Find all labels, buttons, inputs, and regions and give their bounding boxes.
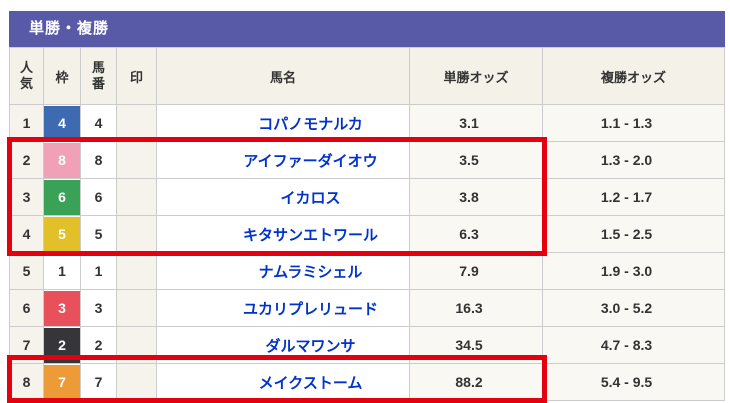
place-odds-cell: 5.4 - 9.5 [542, 363, 725, 401]
table-row: 5 1 1 ナムラミシェル 7.9 1.9 - 3.0 [9, 252, 725, 290]
frame-number-badge: 3 [44, 290, 80, 326]
horse-name-link[interactable]: キタサンエトワール [242, 226, 378, 244]
place-odds-cell: 3.0 - 5.2 [542, 289, 725, 327]
horse-name-cell: ユカリプレリュード [156, 289, 410, 327]
rank-cell: 5 [9, 252, 44, 290]
frame-number-badge: 2 [44, 327, 80, 363]
frame-number-badge: 1 [44, 253, 80, 289]
mark-cell [116, 363, 157, 401]
table-row: 2 8 8 アイファーダイオウ 3.5 1.3 - 2.0 [9, 141, 725, 179]
win-odds-cell: 7.9 [409, 252, 543, 290]
rank-cell: 6 [9, 289, 44, 327]
place-odds-cell: 4.7 - 8.3 [542, 326, 725, 364]
frame-number-badge: 7 [44, 364, 80, 400]
mark-cell [116, 104, 157, 142]
table-row: 7 2 2 ダルマワンサ 34.5 4.7 - 8.3 [9, 326, 725, 364]
horse-name-link[interactable]: ナムラミシェル [258, 263, 363, 281]
horse-name-link[interactable]: アイファーダイオウ [243, 152, 378, 170]
horse-name-cell: メイクストーム [156, 363, 410, 401]
frame-number-badge: 8 [44, 142, 80, 178]
place-odds-cell: 1.1 - 1.3 [542, 104, 725, 142]
horse-name-link[interactable]: メイクストーム [258, 374, 363, 392]
horse-name-cell: ナムラミシェル [156, 252, 410, 290]
horse-number-cell: 5 [80, 215, 117, 253]
win-odds-cell: 3.1 [409, 104, 543, 142]
column-header-horse-name: 馬名 [156, 47, 410, 105]
table-row: 1 4 4 コパノモナルカ 3.1 1.1 - 1.3 [9, 104, 725, 142]
frame-cell: 3 [43, 289, 81, 327]
column-header-place-odds: 複勝オッズ [542, 47, 725, 105]
frame-cell: 6 [43, 178, 81, 216]
place-odds-cell: 1.2 - 1.7 [542, 178, 725, 216]
frame-number-badge: 5 [44, 216, 80, 252]
table-row: 6 3 3 ユカリプレリュード 16.3 3.0 - 5.2 [9, 289, 725, 327]
column-header-rank: 人気 [9, 47, 44, 105]
frame-cell: 7 [43, 363, 81, 401]
mark-cell [116, 215, 157, 253]
mark-cell [116, 141, 157, 179]
horse-number-cell: 4 [80, 104, 117, 142]
column-header-win-odds: 単勝オッズ [409, 47, 543, 105]
frame-cell: 8 [43, 141, 81, 179]
win-odds-cell: 3.5 [409, 141, 543, 179]
place-odds-cell: 1.9 - 3.0 [542, 252, 725, 290]
horse-name-cell: ダルマワンサ [156, 326, 410, 364]
win-odds-cell: 6.3 [409, 215, 543, 253]
horse-name-cell: コパノモナルカ [156, 104, 410, 142]
mark-cell [116, 178, 157, 216]
horse-number-cell: 1 [80, 252, 117, 290]
win-odds-cell: 34.5 [409, 326, 543, 364]
frame-cell: 2 [43, 326, 81, 364]
frame-cell: 5 [43, 215, 81, 253]
horse-number-cell: 6 [80, 178, 117, 216]
frame-cell: 1 [43, 252, 81, 290]
win-odds-cell: 88.2 [409, 363, 543, 401]
win-odds-cell: 3.8 [409, 178, 543, 216]
frame-cell: 4 [43, 104, 81, 142]
horse-number-cell: 2 [80, 326, 117, 364]
win-odds-cell: 16.3 [409, 289, 543, 327]
horse-name-cell: イカロス [156, 178, 410, 216]
table-header-row: 人気 枠 馬番 印 馬名 単勝オッズ 複勝オッズ [9, 47, 725, 105]
horse-name-link[interactable]: コパノモナルカ [258, 115, 363, 133]
place-odds-cell: 1.3 - 2.0 [542, 141, 725, 179]
rank-cell: 1 [9, 104, 44, 142]
horse-name-cell: キタサンエトワール [156, 215, 410, 253]
rank-cell: 8 [9, 363, 44, 401]
rank-cell: 7 [9, 326, 44, 364]
horse-name-link[interactable]: イカロス [280, 189, 341, 207]
horse-number-cell: 7 [80, 363, 117, 401]
table-row: 4 5 5 キタサンエトワール 6.3 1.5 - 2.5 [9, 215, 725, 253]
odds-table: 人気 枠 馬番 印 馬名 単勝オッズ 複勝オッズ 1 4 4 コパノモナルカ 3… [9, 47, 725, 401]
place-odds-cell: 1.5 - 2.5 [542, 215, 725, 253]
column-header-mark: 印 [116, 47, 157, 105]
rank-cell: 4 [9, 215, 44, 253]
horse-name-link[interactable]: ダルマワンサ [265, 337, 356, 355]
mark-cell [116, 289, 157, 327]
odds-panel: 単勝・複勝 人気 枠 馬番 印 馬名 単勝オッズ 複勝オッズ 1 4 4 コパノ… [7, 11, 725, 403]
mark-cell [116, 326, 157, 364]
column-header-horse-number: 馬番 [80, 47, 117, 105]
mark-cell [116, 252, 157, 290]
column-header-frame: 枠 [43, 47, 81, 105]
rank-cell: 3 [9, 178, 44, 216]
horse-number-cell: 3 [80, 289, 117, 327]
panel-title: 単勝・複勝 [9, 11, 725, 47]
frame-number-badge: 4 [44, 105, 80, 141]
horse-name-cell: アイファーダイオウ [156, 141, 410, 179]
table-row: 3 6 6 イカロス 3.8 1.2 - 1.7 [9, 178, 725, 216]
frame-number-badge: 6 [44, 179, 80, 215]
rank-cell: 2 [9, 141, 44, 179]
horse-number-cell: 8 [80, 141, 117, 179]
horse-name-link[interactable]: ユカリプレリュード [242, 300, 378, 318]
table-row: 8 7 7 メイクストーム 88.2 5.4 - 9.5 [9, 363, 725, 401]
